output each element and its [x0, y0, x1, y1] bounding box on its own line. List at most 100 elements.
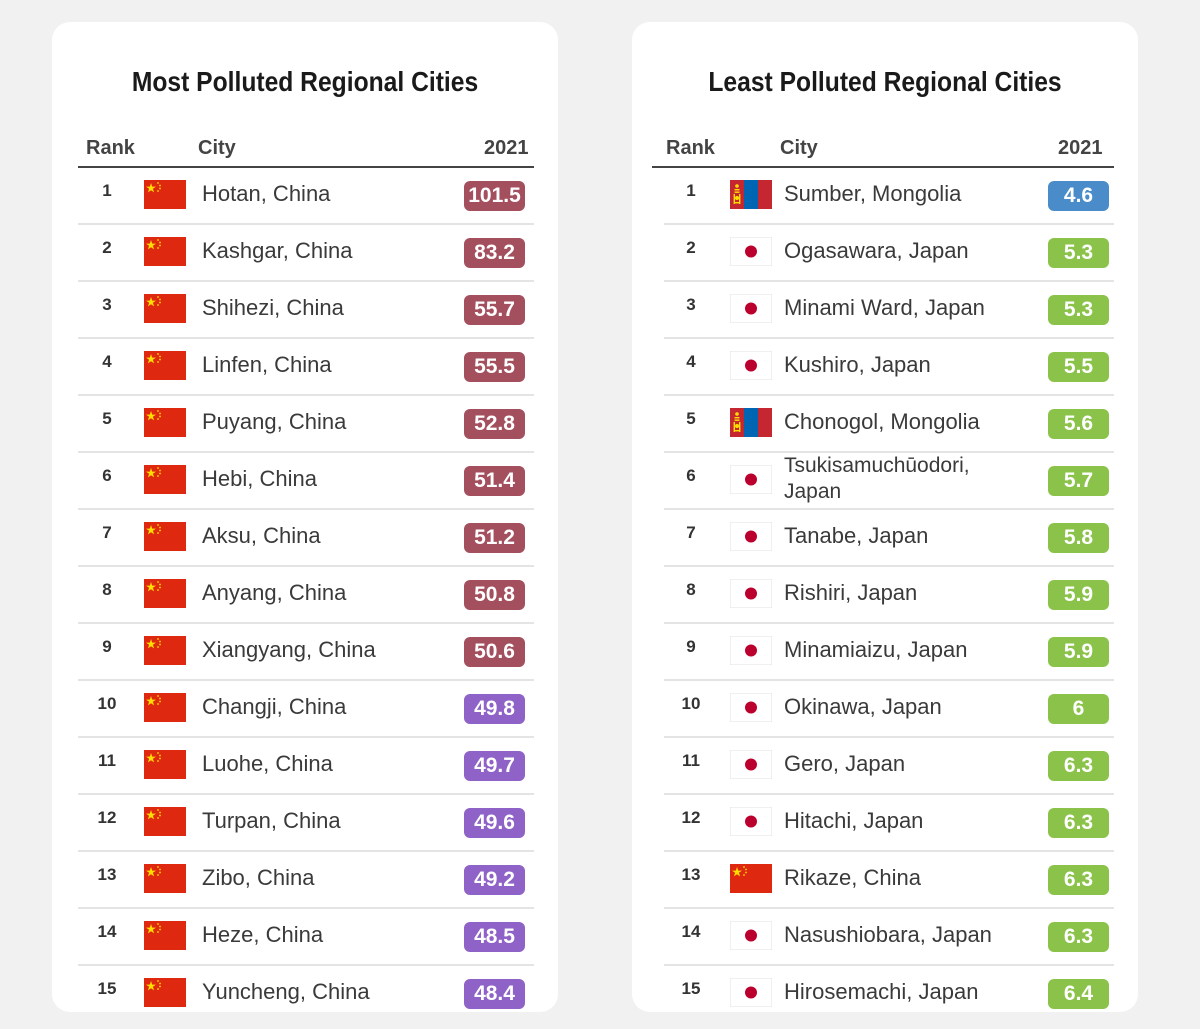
pm25-value-badge: 5.3	[1048, 238, 1109, 268]
china-flag-icon	[144, 408, 186, 437]
table-row: 1 Sumber, Mongolia 4.6	[664, 168, 1114, 225]
japan-flag-icon	[730, 294, 772, 323]
least-polluted-panel: Least Polluted Regional Cities Rank City…	[632, 22, 1138, 1012]
rank-number: 3	[686, 295, 696, 314]
japan-flag-icon	[730, 237, 772, 266]
pm25-value-badge: 49.8	[464, 694, 525, 724]
rank-number: 5	[102, 409, 112, 428]
rank-number: 10	[97, 694, 117, 713]
table-row: 11 Luohe, China 49.7	[78, 738, 534, 795]
city-name: Rishiri, Japan	[784, 580, 918, 605]
rank-number: 15	[681, 979, 701, 998]
pm25-value-badge: 49.6	[464, 808, 525, 838]
city-name: Tanabe, Japan	[784, 523, 929, 548]
japan-flag-icon	[730, 636, 772, 665]
pm25-value-badge: 55.5	[464, 352, 525, 382]
pm25-value-badge: 51.2	[464, 523, 525, 553]
table-row: 13 Rikaze, China 6.3	[664, 852, 1114, 909]
rank-number: 15	[97, 979, 117, 998]
pm25-value-badge: 5.9	[1048, 637, 1109, 667]
pm25-value-badge: 48.5	[464, 922, 525, 952]
china-flag-icon	[730, 864, 772, 893]
china-flag-icon	[144, 978, 186, 1007]
city-list: 1 Sumber, Mongolia 4.6 2 Ogasawara, Japan 5.3…	[632, 168, 1138, 1023]
japan-flag-icon	[730, 978, 772, 1007]
china-flag-icon	[144, 579, 186, 608]
rank-number: 7	[102, 523, 112, 542]
table-row: 12 Turpan, China 49.6	[78, 795, 534, 852]
table-row: 5 Puyang, China 52.8	[78, 396, 534, 453]
japan-flag-icon	[730, 750, 772, 779]
pm25-value-badge: 5.6	[1048, 409, 1109, 439]
japan-flag-icon	[730, 522, 772, 551]
table-row: 7 Tanabe, Japan 5.8	[664, 510, 1114, 567]
china-flag-icon	[144, 807, 186, 836]
table-row: 3 Minami Ward, Japan 5.3	[664, 282, 1114, 339]
china-flag-icon	[144, 180, 186, 209]
city-name: Tsukisamuchūodori, Japan	[784, 454, 970, 503]
rank-number: 8	[102, 580, 112, 599]
city-name: Chonogol, Mongolia	[784, 409, 980, 434]
table-row: 2 Kashgar, China 83.2	[78, 225, 534, 282]
pm25-value-badge: 55.7	[464, 295, 525, 325]
pm25-value-badge: 83.2	[464, 238, 525, 268]
rank-number: 9	[686, 637, 696, 656]
header-divider	[652, 166, 1114, 168]
city-name: Hirosemachi, Japan	[784, 979, 979, 1004]
table-row: 15 Yuncheng, China 48.4	[78, 966, 534, 1023]
pm25-value-badge: 51.4	[464, 466, 525, 496]
pm25-value-badge: 6.4	[1048, 979, 1109, 1009]
city-name: Zibo, China	[202, 865, 315, 890]
pm25-value-badge: 50.8	[464, 580, 525, 610]
panel-title: Most Polluted Regional Cities	[131, 66, 479, 97]
table-row: 8 Anyang, China 50.8	[78, 567, 534, 624]
most-polluted-panel: Most Polluted Regional Cities Rank City …	[52, 22, 558, 1012]
city-name: Kashgar, China	[202, 238, 353, 263]
city-list: 1 Hotan, China 101.5 2 Kashgar, China 83.2 3 Sh…	[52, 168, 558, 1023]
rank-number: 10	[681, 694, 701, 713]
city-column-header: City	[198, 137, 236, 159]
table-row: 3 Shihezi, China 55.7	[78, 282, 534, 339]
table-row: 10 Okinawa, Japan 6	[664, 681, 1114, 738]
china-flag-icon	[144, 636, 186, 665]
table-row: 4 Linfen, China 55.5	[78, 339, 534, 396]
table-row: 2 Ogasawara, Japan 5.3	[664, 225, 1114, 282]
city-name: Xiangyang, China	[202, 637, 376, 662]
city-name: Nasushiobara, Japan	[784, 922, 992, 947]
city-name: Okinawa, Japan	[784, 694, 942, 719]
rank-number: 1	[686, 181, 696, 200]
rank-number: 14	[97, 922, 117, 941]
table-row: 12 Hitachi, Japan 6.3	[664, 795, 1114, 852]
china-flag-icon	[144, 351, 186, 380]
city-name: Yuncheng, China	[202, 979, 370, 1004]
city-name: Gero, Japan	[784, 751, 906, 776]
table-row: 10 Changji, China 49.8	[78, 681, 534, 738]
table-row: 14 Nasushiobara, Japan 6.3	[664, 909, 1114, 966]
city-name: Ogasawara, Japan	[784, 238, 969, 263]
china-flag-icon	[144, 921, 186, 950]
china-flag-icon	[144, 465, 186, 494]
china-flag-icon	[144, 750, 186, 779]
table-row: 6 Hebi, China 51.4	[78, 453, 534, 510]
table-row: 9 Xiangyang, China 50.6	[78, 624, 534, 681]
japan-flag-icon	[730, 351, 772, 380]
city-name: Rikaze, China	[784, 865, 921, 890]
rank-number: 7	[686, 523, 696, 542]
city-name: Heze, China	[202, 922, 324, 947]
pm25-value-badge: 52.8	[464, 409, 525, 439]
city-name: Minami Ward, Japan	[784, 295, 985, 320]
city-name: Changji, China	[202, 694, 347, 719]
table-row: 13 Zibo, China 49.2	[78, 852, 534, 909]
rank-number: 6	[686, 466, 696, 485]
rank-number: 13	[681, 865, 701, 884]
rank-number: 2	[102, 238, 112, 257]
china-flag-icon	[144, 522, 186, 551]
rank-number: 12	[681, 808, 701, 827]
city-name: Turpan, China	[202, 808, 341, 833]
mongolia-flag-icon	[730, 180, 772, 209]
city-name: Sumber, Mongolia	[784, 181, 962, 206]
city-name: Shihezi, China	[202, 295, 344, 320]
header-divider	[78, 166, 534, 168]
pm25-value-badge: 6.3	[1048, 922, 1109, 952]
city-name: Hitachi, Japan	[784, 808, 924, 833]
